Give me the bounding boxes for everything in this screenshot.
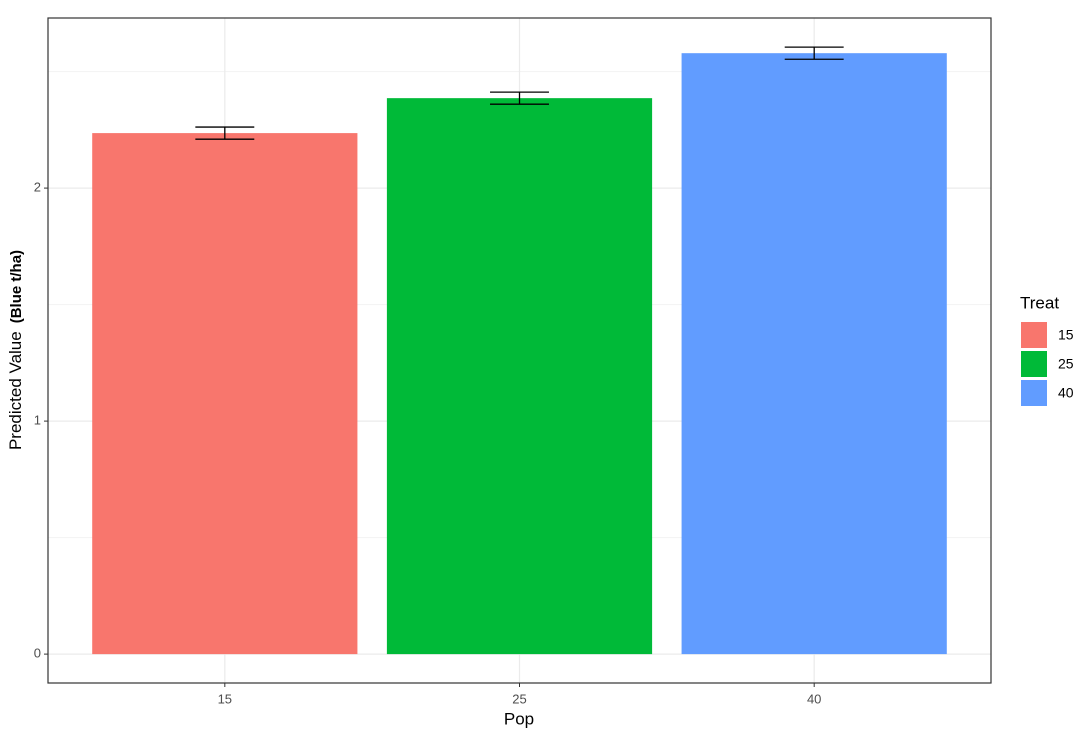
error-bar <box>490 91 549 105</box>
legend-key <box>1021 380 1047 406</box>
y-tick-label: 2 <box>34 180 41 195</box>
x-axis-title: Pop <box>504 709 534 728</box>
y-tick-label: 1 <box>34 413 41 428</box>
legend-label: 15 <box>1058 327 1074 343</box>
legend-key <box>1021 322 1047 348</box>
legend-key <box>1021 351 1047 377</box>
y-tick-label: 0 <box>34 646 41 661</box>
bar <box>92 133 358 655</box>
panel-border <box>47 17 992 684</box>
x-tick-label: 40 <box>807 691 821 706</box>
x-tick-label: 15 <box>218 691 232 706</box>
x-tick-label: 25 <box>512 691 526 706</box>
bar <box>681 53 947 655</box>
error-bar <box>195 126 255 140</box>
legend-label: 40 <box>1058 385 1074 401</box>
error-bar <box>784 46 844 60</box>
bar <box>386 98 653 655</box>
y-axis-title-unit: (Blue t/ha) <box>8 250 25 323</box>
legend-title: Treat <box>1020 293 1059 312</box>
legend-label: 25 <box>1058 356 1074 372</box>
y-axis-title-text: Predicted Value <box>6 331 25 450</box>
y-axis-title: Predicted Value (Blue t/ha) <box>6 250 25 450</box>
